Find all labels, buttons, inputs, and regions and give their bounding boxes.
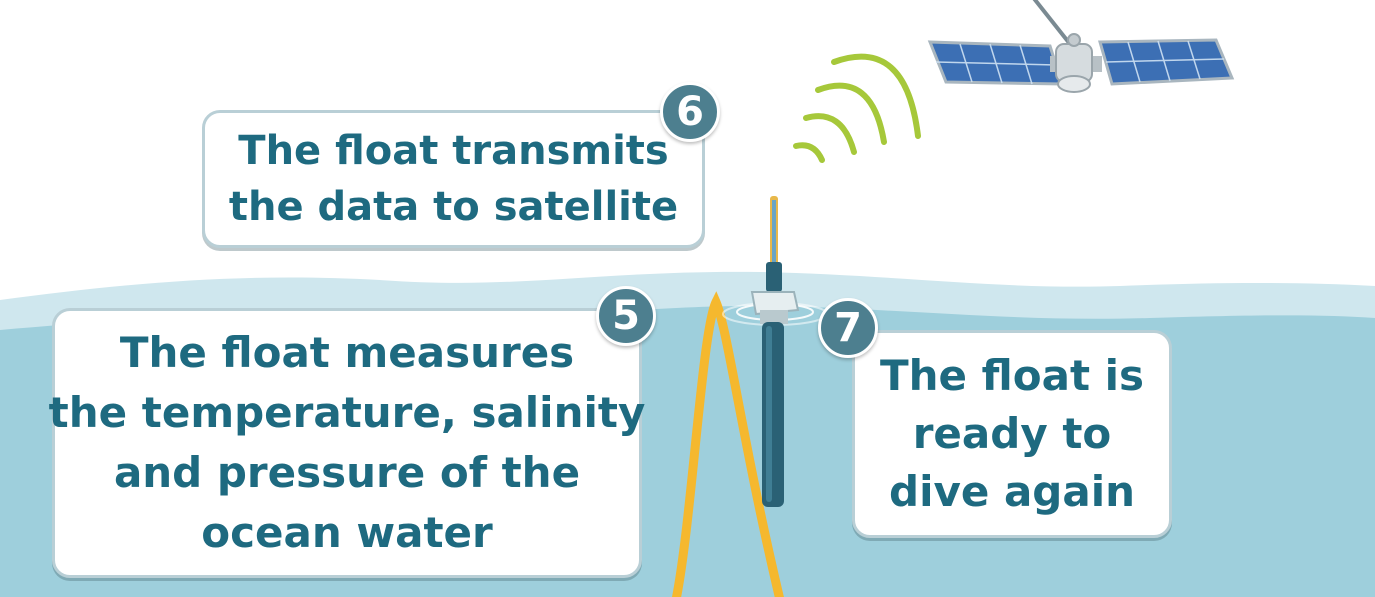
float-trajectory-line [671,291,784,597]
argo-float-icon [750,196,800,507]
step-7-callout: The float is ready to dive again [852,330,1172,538]
step-7-text-line-3: dive again [889,467,1135,516]
step-5-badge: 5 [596,286,656,346]
step-5-callout: The float measures the temperature, sali… [49,308,645,578]
step-5-text-line-1: The float measures [119,328,575,377]
step-6-badge: 6 [660,82,720,142]
satellite-icon [927,0,1235,93]
step-6-callout: The float transmits the data to satellit… [202,110,705,248]
step-7-text-line-2: ready to [912,409,1112,458]
step-5-text-line-4: ocean water [201,508,493,557]
step-5-text-line-3: and pressure of the [113,448,581,497]
step-6-text-line-2: the data to satellite [228,184,679,230]
step-7-text-line-1: The float is [879,351,1145,400]
step-5-text-line-2: the temperature, salinity [48,388,646,437]
step-7-badge: 7 [818,298,878,358]
signal-waves-icon [793,53,921,163]
step-6-text-line-1: The float transmits [238,128,669,174]
